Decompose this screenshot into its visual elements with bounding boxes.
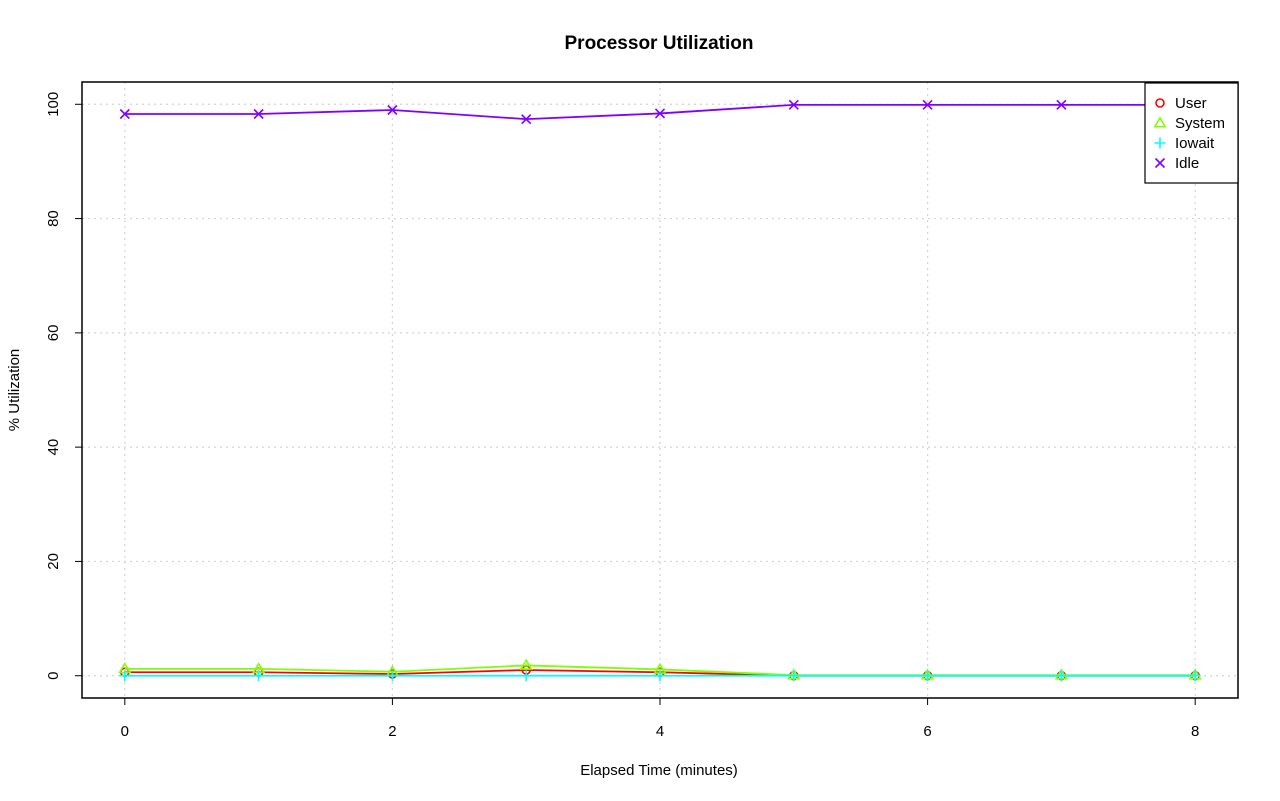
data-point-idle (788, 99, 799, 110)
legend-marker-user (1155, 98, 1165, 108)
legend-label-system: System (1175, 115, 1225, 132)
legend-marker-system (1153, 116, 1167, 128)
x-tick-label: 0 (121, 723, 129, 740)
chart-title: Processor Utilization (565, 33, 754, 54)
data-point-idle (922, 99, 933, 110)
x-tick-label: 2 (388, 723, 396, 740)
data-point-iowait (922, 670, 934, 682)
data-point-idle (1056, 99, 1067, 110)
y-tick-label: 0 (45, 672, 62, 680)
data-point-iowait (1055, 670, 1067, 682)
data-point-iowait (654, 670, 666, 682)
legend-label-iowait: Iowait (1175, 135, 1215, 152)
data-point-idle (654, 108, 666, 119)
legend-label-idle: Idle (1175, 155, 1199, 172)
data-point-iowait (119, 670, 131, 682)
legend-marker-iowait (1154, 137, 1166, 149)
y-tick-label: 40 (45, 439, 62, 456)
grid (82, 82, 1238, 698)
y-tick-label: 80 (45, 210, 62, 227)
data-point-system (519, 658, 533, 670)
legend-marker-idle (1154, 157, 1166, 169)
data-point-idle (521, 114, 532, 125)
y-tick-label: 100 (45, 92, 62, 117)
x-tick-label: 6 (923, 723, 931, 740)
y-tick-label: 20 (45, 553, 62, 570)
data-point-iowait (788, 670, 800, 682)
x-axis-label: Elapsed Time (minutes) (580, 762, 738, 779)
series-group (118, 99, 1202, 682)
y-tick-label: 60 (45, 325, 62, 342)
series-iowait (119, 670, 1201, 682)
data-point-iowait (520, 670, 532, 682)
data-point-idle (387, 104, 398, 116)
legend-label-user: User (1175, 95, 1207, 112)
x-tick-label: 4 (656, 723, 664, 740)
data-point-iowait (253, 670, 265, 682)
data-point-idle (253, 108, 264, 120)
data-point-iowait (1189, 670, 1201, 682)
data-point-idle (119, 108, 130, 120)
y-axis-label: % Utilization (6, 349, 23, 432)
x-tick-label: 8 (1191, 723, 1199, 740)
legend: User System Iowait Idle (1144, 82, 1239, 184)
data-point-iowait (386, 670, 398, 682)
